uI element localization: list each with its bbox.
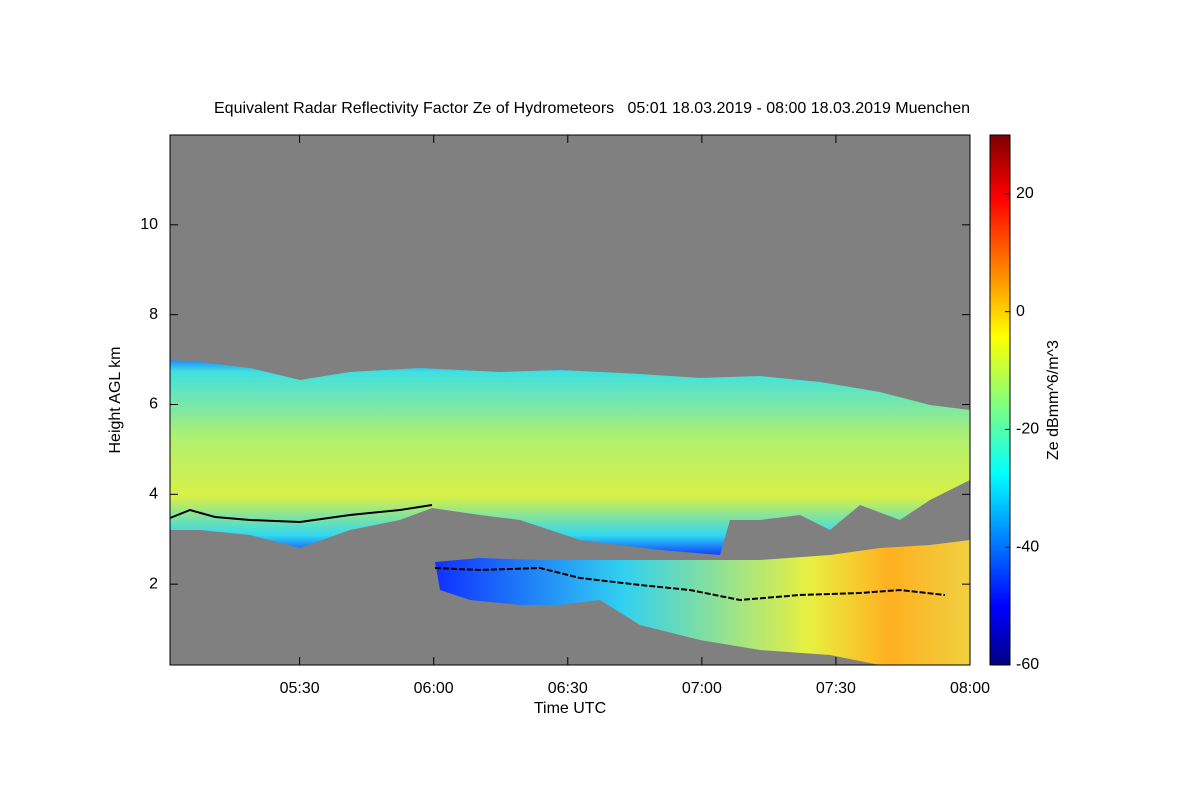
colorbar-tick-label: -40 (1016, 538, 1039, 555)
x-tick-label: 07:00 (682, 680, 722, 697)
x-tick-label: 07:30 (816, 680, 856, 697)
colorbar-tick-label: 0 (1016, 303, 1025, 320)
x-axis-label: Time UTC (534, 700, 606, 717)
colorbar-tick-label: -60 (1016, 656, 1039, 673)
colorbar-tick-label: -20 (1016, 421, 1039, 438)
y-tick-label: 6 (149, 396, 158, 413)
y-axis-label: Height AGL km (107, 346, 124, 453)
x-tick-label: 08:00 (950, 680, 990, 697)
y-tick-label: 8 (149, 306, 158, 323)
x-tick-label: 06:30 (548, 680, 588, 697)
plot-frame (169, 134, 971, 666)
colorbar (989, 134, 1011, 666)
x-tick-label: 06:00 (414, 680, 454, 697)
colorbar-tick-label: 20 (1016, 185, 1034, 202)
y-tick-label: 4 (149, 486, 158, 503)
x-tick-label: 05:30 (280, 680, 320, 697)
echo-upper-layer (170, 360, 970, 555)
y-tick-label: 10 (140, 216, 158, 233)
echo-lower-layer (435, 540, 970, 665)
chart-title: Equivalent Radar Reflectivity Factor Ze … (214, 100, 970, 117)
cloud-base-line (434, 566, 946, 602)
y-tick-label: 2 (149, 575, 158, 592)
cloud-base-line (169, 504, 433, 524)
colorbar-label: Ze dBmm^6/m^3 (1045, 340, 1062, 460)
